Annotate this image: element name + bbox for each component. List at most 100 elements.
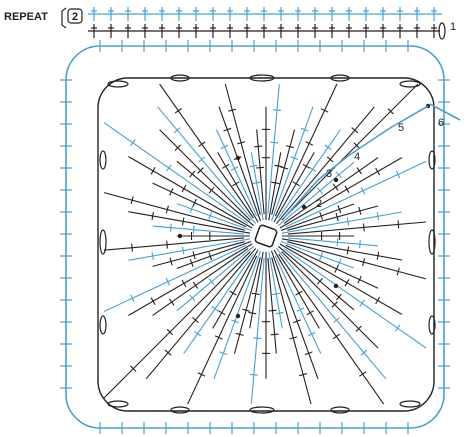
stitch-cross — [218, 310, 226, 316]
stitch-cross — [316, 187, 323, 195]
stitch-cross — [272, 109, 282, 111]
stitch-cross — [197, 372, 206, 377]
stitch-cross — [166, 328, 174, 336]
stitch-cross — [296, 307, 305, 312]
stitch-cross — [344, 185, 350, 193]
stitch-post — [103, 122, 249, 224]
round-number-4: 4 — [354, 151, 360, 163]
chain-oval — [330, 406, 350, 414]
stitch-post — [128, 243, 253, 316]
stitch-post — [278, 129, 341, 219]
stitch-post — [281, 211, 403, 234]
stitch-cross — [359, 299, 365, 307]
chain-oval — [170, 406, 190, 414]
stitch-cross — [169, 187, 174, 196]
stitch-post — [103, 251, 251, 399]
stitch-post — [128, 238, 251, 261]
stitch-cross — [230, 166, 239, 171]
stitch-post — [281, 238, 403, 261]
stitch-cross — [300, 127, 309, 132]
stitch-cross — [197, 167, 204, 174]
stitch-post — [176, 160, 255, 227]
stitch-post — [270, 106, 314, 222]
stitch-cross — [208, 186, 215, 194]
stitch-cross — [198, 141, 206, 148]
stitch-cross — [290, 156, 299, 161]
magic-ring — [254, 224, 278, 248]
stitch-cross — [192, 251, 196, 260]
stitch-cross — [181, 279, 187, 288]
stitch-cross — [220, 144, 229, 150]
stitch-cross — [228, 108, 237, 112]
stitch-post — [157, 106, 257, 225]
stitch-cross — [255, 166, 265, 169]
stitch-post — [176, 245, 255, 312]
round-number-2: 2 — [316, 198, 322, 210]
stitch-cross — [359, 371, 367, 377]
center-ring — [177, 103, 461, 319]
stitch-cross — [189, 259, 194, 267]
stitch-cross — [334, 265, 339, 273]
outer-joining-chain — [429, 103, 461, 121]
stitch-cross — [307, 331, 316, 337]
stitch-cross — [208, 211, 213, 220]
stitch-cross — [305, 141, 314, 146]
stitch-post — [103, 244, 247, 312]
stitch-post — [250, 152, 264, 221]
repeat-count: 2 — [72, 11, 78, 23]
stitch-cross — [396, 267, 400, 276]
stitch-cross — [130, 139, 136, 147]
stitch-post — [287, 205, 379, 231]
stitch-post — [267, 83, 280, 215]
stitch-cross — [335, 171, 342, 179]
stitch-cross — [376, 251, 380, 260]
stitch-cross — [229, 290, 237, 296]
stitch-cross — [208, 278, 215, 286]
stitch-cross — [395, 170, 401, 179]
stitch-post — [278, 253, 385, 405]
chain-oval — [107, 400, 129, 408]
stitch-post — [273, 152, 315, 223]
stitch-cross — [285, 145, 294, 149]
stitch-post — [224, 83, 261, 215]
stitch-cross — [289, 336, 298, 340]
stitch-post — [152, 248, 249, 316]
stitch-post — [249, 251, 264, 329]
stitch-cross — [319, 252, 324, 260]
stitch-cross — [271, 181, 280, 185]
stitch-cross — [174, 108, 182, 114]
stitch-cross — [130, 294, 135, 303]
stitch-post — [285, 244, 379, 289]
stitch-cross — [166, 164, 172, 172]
stitch-cross — [362, 223, 365, 232]
repeat-count-box — [67, 8, 83, 24]
stitch-cross — [166, 240, 168, 249]
stitch-cross — [292, 181, 300, 187]
stitch-cross — [344, 279, 350, 287]
chain-oval — [99, 229, 107, 255]
stitch-post — [275, 247, 387, 380]
stitch-cross — [192, 317, 199, 324]
stitch-cross — [198, 156, 206, 163]
stitch-post — [275, 106, 375, 225]
stitch-post — [274, 255, 322, 354]
chain-oval — [428, 229, 436, 255]
stitch-cross — [150, 167, 156, 175]
chain-oval — [99, 150, 107, 170]
stitch-post — [280, 203, 355, 232]
round-number-5: 5 — [398, 122, 404, 134]
stitch-post — [281, 83, 419, 221]
stitch-cross — [253, 337, 262, 340]
slip-stitch-dot — [235, 313, 241, 319]
stitch-cross — [173, 127, 181, 134]
stitch-post — [233, 257, 261, 354]
round-labels: 1 2 3 4 5 6 — [316, 21, 456, 210]
stitch-cross — [359, 240, 361, 249]
stitch-cross — [361, 258, 366, 267]
radiating-stitches — [103, 83, 427, 405]
stitch-post — [145, 247, 257, 380]
stitch-cross — [351, 127, 359, 134]
stitch-cross — [181, 217, 185, 226]
slip-stitch-dot — [235, 155, 241, 161]
stitch-cross — [274, 164, 283, 168]
